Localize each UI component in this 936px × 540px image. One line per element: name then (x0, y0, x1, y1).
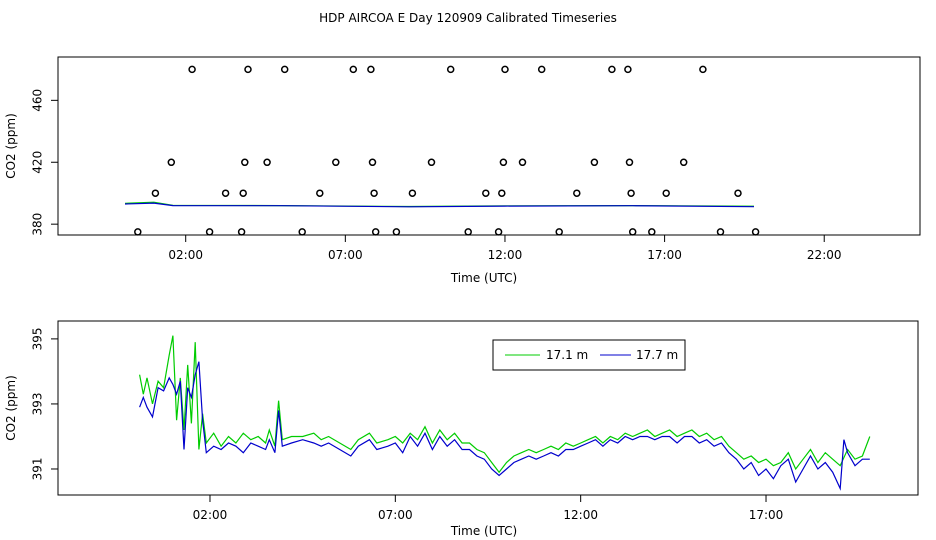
bottom-x-tick-label-3: 17:00 (749, 508, 784, 522)
top-marker-1 (151, 189, 160, 197)
top-marker-12 (298, 228, 306, 236)
bottom-y-tick-label-2: 395 (31, 327, 45, 350)
top-marker-14 (332, 158, 340, 167)
bottom-series-line-1 (139, 361, 870, 491)
top-marker-44 (716, 228, 725, 236)
bottom-series-group (139, 335, 871, 491)
top-marker-23 (446, 65, 455, 74)
top-marker-27 (498, 189, 506, 197)
top-marker-15 (349, 65, 358, 74)
top-marker-46 (751, 228, 760, 236)
top-marker-37 (625, 158, 634, 167)
top-x-tick-label-3: 17:00 (647, 248, 682, 262)
top-marker-41 (662, 189, 670, 197)
top-panel: 02:00 07:00 12:00 17:00 22:00 380 420 460 Time… (4, 56, 921, 285)
top-marker-2 (167, 158, 176, 167)
top-marker-5 (221, 189, 230, 197)
top-marker-9 (244, 65, 252, 74)
bottom-y-tick-label-1: 393 (31, 392, 45, 415)
bottom-x-tick-label-1: 07:00 (378, 508, 413, 522)
top-marker-21 (408, 189, 417, 197)
top-series-group (124, 201, 755, 208)
top-x-axis: 02:00 07:00 12:00 17:00 22:00 (168, 235, 842, 262)
top-marker-22 (427, 158, 436, 167)
top-marker-6 (237, 228, 246, 236)
top-y-tick-label-1: 420 (31, 151, 45, 174)
top-marker-38 (627, 189, 635, 197)
top-marker-36 (624, 65, 632, 74)
top-marker-30 (518, 158, 527, 167)
top-marker-3 (188, 65, 196, 74)
top-x-tick-label-4: 22:00 (807, 248, 842, 262)
top-marker-25 (482, 189, 490, 197)
top-marker-34 (590, 158, 599, 167)
bottom-y-axis: 391 393 395 (31, 327, 58, 481)
top-marker-4 (205, 228, 214, 236)
top-marker-20 (392, 228, 401, 236)
top-y-axis: 380 420 460 (30, 89, 58, 236)
top-marker-11 (280, 65, 289, 74)
top-marker-13 (316, 189, 324, 197)
bottom-x-axis: 02:00 07:00 12:00 17:00 (193, 495, 784, 522)
top-marker-28 (499, 158, 508, 167)
top-x-axis-label: Time (UTC) (450, 271, 517, 285)
top-marker-45 (734, 189, 742, 197)
top-marker-43 (699, 65, 707, 74)
top-marker-19 (371, 228, 380, 236)
bottom-x-axis-label: Time (UTC) (450, 524, 517, 538)
top-marker-26 (494, 228, 503, 236)
top-marker-18 (370, 189, 378, 197)
bottom-y-axis-label: CO2 (ppm) (4, 375, 18, 441)
top-marker-8 (241, 158, 249, 167)
top-marker-16 (367, 65, 375, 74)
top-marker-29 (501, 65, 509, 74)
top-y-axis-label: CO2 (ppm) (4, 113, 18, 179)
top-marker-32 (555, 228, 563, 236)
legend: 17.1 m 17.7 m (492, 339, 686, 371)
legend-label-blue: 17.7 m (636, 348, 678, 362)
top-x-tick-label-2: 12:00 (488, 248, 523, 262)
top-marker-0 (134, 228, 142, 236)
top-x-tick-label-1: 07:00 (328, 248, 363, 262)
top-marker-35 (608, 65, 616, 74)
top-x-tick-label-0: 02:00 (168, 248, 203, 262)
legend-label-green: 17.1 m (546, 348, 588, 362)
top-markers-group (134, 65, 760, 236)
bottom-series-line-0 (139, 335, 871, 474)
top-marker-39 (628, 228, 637, 236)
top-y-tick-label-0: 380 (31, 213, 45, 236)
chart-title: HDP AIRCOA E Day 120909 Calibrated Times… (319, 11, 617, 25)
bottom-x-tick-label-0: 02:00 (193, 508, 228, 522)
bottom-y-tick-label-0: 391 (31, 458, 45, 481)
top-marker-17 (368, 158, 377, 167)
top-marker-24 (464, 228, 472, 236)
top-marker-31 (537, 65, 546, 74)
top-marker-33 (573, 189, 581, 197)
top-marker-7 (239, 189, 247, 197)
top-marker-42 (679, 158, 688, 167)
top-series-line-1 (124, 202, 755, 208)
bottom-plot-frame (57, 320, 919, 496)
bottom-panel: 02:00 07:00 12:00 17:00 391 393 395 Time (UTC… (4, 320, 919, 538)
bottom-x-tick-label-2: 12:00 (563, 508, 598, 522)
top-marker-10 (263, 158, 271, 167)
top-y-tick-label-2: 460 (30, 89, 44, 112)
top-plot-frame (57, 56, 921, 236)
top-marker-40 (648, 228, 656, 236)
